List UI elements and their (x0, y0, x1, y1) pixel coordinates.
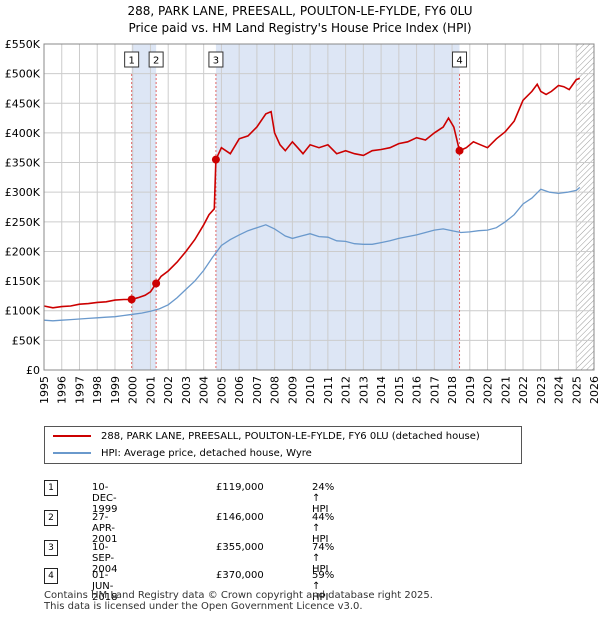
y-tick-label: £0 (26, 364, 40, 377)
x-tick-label: 1998 (91, 376, 104, 404)
sale-marker: 2 (148, 51, 164, 68)
sale-marker-label: 1 (128, 56, 134, 67)
y-tick-label: £500K (5, 68, 41, 81)
x-tick-label: 2006 (233, 376, 246, 404)
legend-item-hpi: HPI: Average price, detached house, Wyre (53, 445, 312, 461)
sale-date: 01-JUN-2018 (92, 570, 118, 603)
ownership-shade (215, 44, 460, 370)
chart-title: 288, PARK LANE, PREESALL, POULTON-LE-FYL… (127, 4, 473, 18)
x-tick-label: 1995 (38, 376, 51, 404)
y-tick-label: £250K (5, 216, 41, 229)
sale-price: £146,000 (216, 512, 264, 523)
sale-hpi-change: 24% ↑ HPI (312, 482, 335, 515)
sale-number-badge: 3 (44, 540, 58, 556)
sale-marker-box (124, 51, 140, 68)
x-tick-label: 2024 (553, 376, 566, 404)
legend-swatch-property (53, 435, 91, 437)
y-tick-label: £450K (5, 97, 41, 110)
ownership-shade (131, 44, 157, 370)
sale-marker-label: 4 (456, 56, 462, 67)
hpi-line (43, 186, 581, 322)
forecast-hatch (576, 44, 594, 370)
sale-number-badge: 2 (44, 510, 58, 526)
sale-price: £119,000 (216, 482, 264, 493)
sale-point (211, 155, 220, 164)
x-tick-label: 2004 (198, 376, 211, 404)
sale-number-badge: 1 (44, 480, 58, 496)
sale-marker: 4 (452, 51, 468, 68)
x-tick-label: 1999 (109, 376, 122, 404)
sale-hpi-change: 44% ↑ HPI (312, 512, 335, 545)
sale-point (127, 295, 136, 304)
sale-price: £355,000 (216, 542, 264, 553)
legend-swatch-hpi (53, 452, 91, 454)
sale-marker-label: 2 (153, 56, 159, 67)
x-tick-label: 2015 (393, 376, 406, 404)
sale-number-badge: 4 (44, 568, 58, 584)
x-tick-label: 2016 (411, 376, 424, 404)
x-tick-label: 2011 (322, 376, 335, 404)
x-tick-label: 2012 (340, 376, 353, 404)
y-tick-label: £100K (5, 305, 41, 318)
x-tick-label: 2010 (304, 376, 317, 404)
y-tick-label: £150K (5, 275, 41, 288)
footer-licence: This data is licensed under the Open Gov… (44, 601, 363, 612)
x-tick-label: 2002 (162, 376, 175, 404)
y-tick-label: £350K (5, 157, 41, 170)
chart-subtitle: Price paid vs. HM Land Registry's House … (128, 21, 472, 35)
sale-hpi-change: 59% ↑ HPI (312, 570, 335, 603)
x-tick-label: 2001 (144, 376, 157, 404)
sale-marker: 1 (124, 51, 140, 68)
sale-date: 27-APR-2001 (92, 512, 118, 545)
x-tick-label: 2008 (269, 376, 282, 404)
x-tick-label: 2007 (251, 376, 264, 404)
y-tick-label: £400K (5, 127, 41, 140)
x-tick-label: 2003 (180, 376, 193, 404)
sale-marker-label: 3 (213, 56, 219, 67)
plot-frame (43, 43, 595, 371)
sale-marker-box (148, 51, 164, 68)
x-tick-label: 1997 (73, 376, 86, 404)
x-tick-label: 2023 (535, 376, 548, 404)
x-tick-label: 2017 (428, 376, 441, 404)
x-tick-label: 2018 (446, 376, 459, 404)
price-chart: 1 2 3 4 £0 £50K £100K £150K £200K £250K £300K £350… (5, 38, 600, 404)
property-price-line (43, 77, 581, 309)
sale-hpi-change: 74% ↑ HPI (312, 542, 335, 575)
x-tick-label: 2021 (499, 376, 512, 404)
sale-point (152, 279, 161, 288)
x-tick-label: 2022 (517, 376, 530, 404)
sale-date: 10-SEP-2004 (92, 542, 118, 575)
sale-point (455, 146, 464, 155)
x-tick-label: 1996 (56, 376, 69, 404)
x-tick-label: 2019 (464, 376, 477, 404)
legend-item-property: 288, PARK LANE, PREESALL, POULTON-LE-FYL… (53, 428, 480, 444)
x-tick-label: 2013 (357, 376, 370, 404)
footer-copyright: Contains HM Land Registry data © Crown c… (44, 590, 433, 601)
y-tick-label: £200K (5, 245, 41, 258)
sale-date: 10-DEC-1999 (92, 482, 118, 515)
y-tick-label: £550K (5, 38, 41, 51)
legend-label-hpi: HPI: Average price, detached house, Wyre (101, 447, 312, 459)
x-tick-label: 2014 (375, 376, 388, 404)
y-tick-label: £300K (5, 186, 41, 199)
x-tick-label: 2009 (286, 376, 299, 404)
sale-marker: 3 (208, 51, 224, 68)
x-tick-label: 2005 (215, 376, 228, 404)
x-tick-label: 2000 (127, 376, 140, 404)
x-tick-label: 2026 (588, 376, 600, 404)
x-tick-label: 2025 (570, 376, 583, 404)
sale-price: £370,000 (216, 570, 264, 581)
legend: 288, PARK LANE, PREESALL, POULTON-LE-FYL… (44, 426, 522, 464)
y-tick-label: £50K (12, 334, 41, 347)
sale-marker-box (208, 51, 224, 68)
x-tick-label: 2020 (482, 376, 495, 404)
legend-label-property: 288, PARK LANE, PREESALL, POULTON-LE-FYL… (101, 430, 480, 442)
sale-marker-box (452, 51, 468, 68)
